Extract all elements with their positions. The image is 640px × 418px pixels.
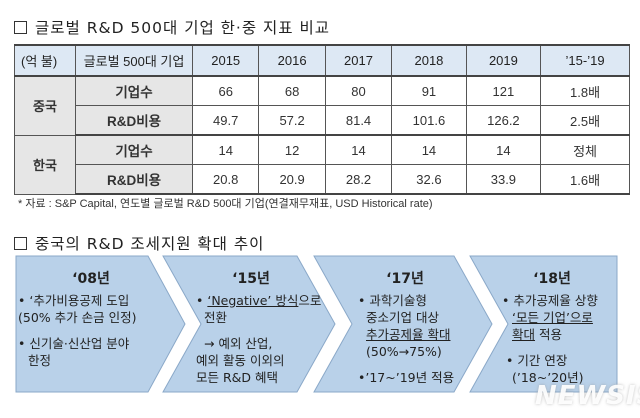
- panel-year: ‘15년: [232, 271, 270, 287]
- checkbox-square-icon: [14, 21, 27, 34]
- section-title-tax-support: 중국의 R&D 조세지원 확대 추이: [14, 232, 264, 254]
- chevron-2008: [15, 255, 186, 393]
- cell-value: 68: [258, 75, 326, 106]
- header-unit: (억 불): [14, 44, 76, 77]
- negative-approach-text: ‘Negative’ 방식: [207, 293, 299, 308]
- newsis-watermark: NEWSIS: [535, 381, 640, 411]
- chevron-2017: [313, 255, 493, 393]
- section-title-comparison: 글로벌 R&D 500대 기업 한·중 지표 비교: [14, 16, 330, 38]
- chevron-2018: [469, 255, 618, 393]
- bullet-text: 한정: [28, 353, 52, 368]
- cell-value: 20.9: [258, 164, 326, 195]
- header-category: 글로벌 500대 기업: [75, 44, 193, 77]
- table-source-note: * 자료 : S&P Capital, 연도별 글로벌 R&D 500대 기업(…: [18, 198, 433, 210]
- bullet-text: • ‘추가비용공제 도입: [18, 293, 130, 308]
- header-2019: 2019: [465, 44, 542, 77]
- table-row: R&D비용 20.8 20.9 28.2 32.6 33.9 1.6배: [15, 164, 630, 195]
- cell-value: 57.2: [258, 105, 326, 136]
- header-2018: 2018: [391, 44, 467, 77]
- chevron-2015: [162, 255, 336, 393]
- cell-value: 14: [191, 134, 260, 165]
- bullet-text: (50% 추가 손금 인정): [18, 310, 137, 325]
- panel-year: ‘17년: [386, 271, 424, 287]
- cell-value: 126.2: [465, 105, 542, 136]
- header-change: ’15-’19: [540, 44, 630, 77]
- table-header-row: (억 불) 글로벌 500대 기업 2015 2016 2017 2018 20…: [14, 44, 630, 77]
- metric-label: R&D비용: [75, 164, 193, 195]
- header-2016: 2016: [258, 44, 326, 77]
- metric-label: 기업수: [75, 75, 193, 106]
- cell-value: 28.2: [324, 164, 393, 195]
- timeline-panel-2008: ‘08년 • ‘추가비용공제 도입 (50% 추가 손금 인정) • 신기술·신…: [16, 256, 166, 392]
- cell-change: 정체: [540, 134, 630, 165]
- cell-value: 32.6: [391, 164, 467, 195]
- table-row: 한국 기업수 14 12 14 14 14 정체: [14, 134, 630, 195]
- panel-year: ‘18년: [533, 271, 571, 287]
- metric-label: 기업수: [75, 134, 193, 165]
- timeline-panel-2015: ‘15년 • ‘Negative’ 방식으로 전환 → 예외 산업, 예외 활동…: [176, 256, 326, 392]
- header-2017: 2017: [324, 44, 393, 77]
- cell-value: 14: [391, 134, 467, 165]
- cell-change: 2.5배: [540, 105, 630, 136]
- cell-value: 80: [324, 75, 393, 106]
- cell-value: 91: [391, 75, 467, 106]
- timeline-panel-2018: ‘18년 • 추가공제율 상향 ‘모든 기업’으로 확대 적용 • 기간 연장 …: [478, 256, 618, 392]
- cell-value: 33.9: [465, 164, 542, 195]
- cell-value: 101.6: [391, 105, 467, 136]
- cell-value: 20.8: [191, 164, 260, 195]
- table-row: R&D비용 49.7 57.2 81.4 101.6 126.2 2.5배: [15, 105, 630, 136]
- cell-change: 1.6배: [540, 164, 630, 195]
- comparison-table: (억 불) 글로벌 500대 기업 2015 2016 2017 2018 20…: [14, 44, 630, 195]
- cell-value: 121: [465, 75, 542, 106]
- cell-value: 81.4: [324, 105, 393, 136]
- table-row: 중국 기업수 66 68 80 91 121 1.8배: [14, 75, 630, 136]
- country-china: 중국: [14, 75, 76, 136]
- cell-change: 1.8배: [540, 75, 630, 106]
- panel-year: ‘08년: [72, 271, 110, 287]
- checkbox-square-icon: [14, 237, 27, 250]
- bullet-text: • 신기술·신산업 분야: [18, 336, 130, 351]
- timeline-panel-2017: ‘17년 • 과학기술형 중소기업 대상 추가공제율 확대 (50%→75%) …: [330, 256, 480, 392]
- cell-value: 66: [191, 75, 260, 106]
